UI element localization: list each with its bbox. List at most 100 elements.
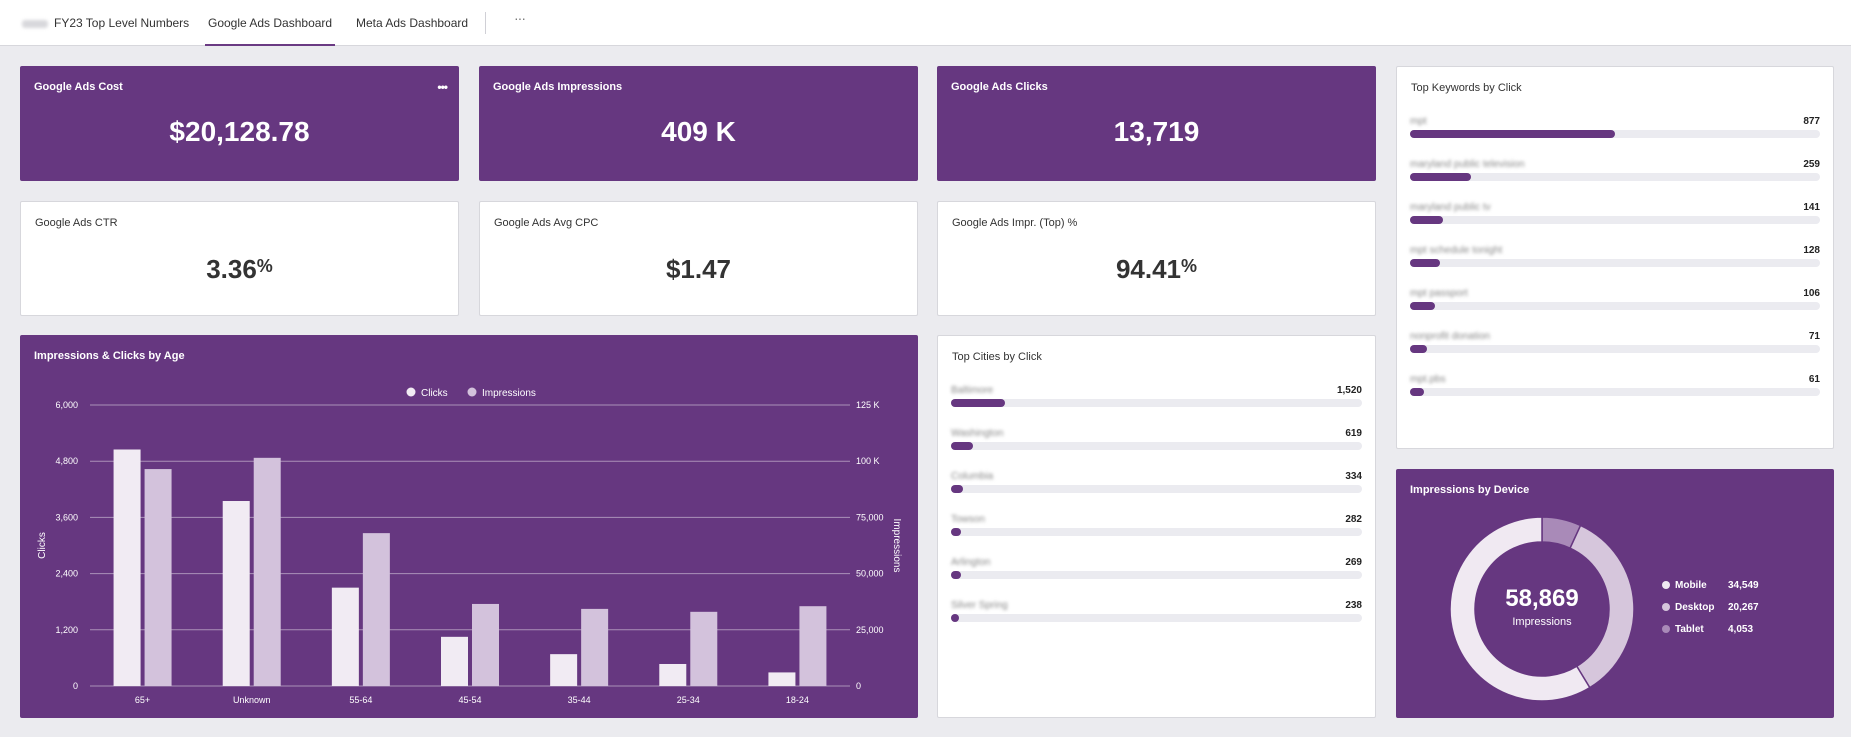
keyword-value: 141 <box>1803 202 1820 213</box>
bar-fill <box>951 528 961 536</box>
legend-label: Mobile <box>1675 580 1707 591</box>
city-label: Silver Spring <box>951 600 1008 611</box>
bar-track <box>1410 259 1820 267</box>
keyword-value: 259 <box>1803 159 1820 170</box>
device-legend-item: Mobile 34,549 <box>1662 580 1802 591</box>
x-tick-label: 18-24 <box>786 695 809 705</box>
legend-value: 20,267 <box>1728 602 1759 613</box>
tab-prefix-redacted <box>22 19 48 28</box>
bar-impressions <box>799 606 827 686</box>
kpi-value: 3.36% <box>206 254 273 284</box>
bar-fill <box>1410 302 1435 310</box>
kpi-title: Google Ads Clicks <box>951 81 1048 93</box>
tab-meta-ads-dashboard[interactable]: Meta Ads Dashboard <box>356 16 469 30</box>
donut-slice-mobile <box>1449 516 1591 702</box>
card-title: Impressions by Device <box>1410 484 1530 496</box>
y-tick-label: 3,600 <box>55 512 78 522</box>
legend-clicks-dot <box>406 387 416 397</box>
city-label: Columbia <box>951 471 994 482</box>
top-keywords-card: Top Keywords by Click mpt 877 maryland pub… <box>1396 66 1834 449</box>
bar-fill <box>951 399 1005 407</box>
legend-dot <box>1662 625 1670 633</box>
kpi-title: Google Ads Avg CPC <box>494 217 599 229</box>
kpi-card-avg-cpc: Google Ads Avg CPC $1.47 <box>479 201 918 316</box>
y2-tick-label: 50,000 <box>856 569 884 579</box>
x-tick-label: 45-54 <box>458 695 481 705</box>
y2-tick-label: 25,000 <box>856 625 884 635</box>
bar-fill <box>1410 345 1427 353</box>
keyword-row: mpt schedule tonight 128 <box>1410 245 1820 275</box>
legend-impressions-dot <box>467 387 477 397</box>
keyword-label: mpt schedule tonight <box>1410 245 1503 256</box>
bar-fill <box>951 614 960 622</box>
keyword-row: nonprofit donation 71 <box>1410 331 1820 361</box>
kpi-title: Google Ads Cost <box>34 81 123 93</box>
bar-track <box>951 485 1362 493</box>
bar-fill <box>951 571 961 579</box>
keyword-label: maryland public television <box>1410 159 1525 170</box>
keyword-value: 71 <box>1808 331 1820 342</box>
kpi-card-cost: Google Ads Cost ••• $20,128.78 <box>20 66 459 181</box>
kpi-value: 409 K <box>661 116 736 147</box>
bar-impressions <box>581 608 609 686</box>
bar-fill <box>951 442 973 450</box>
y2-tick-label: 100 K <box>856 456 880 466</box>
bar-fill <box>1410 259 1440 267</box>
keyword-label: nonprofit donation <box>1410 331 1491 342</box>
more-tabs-button[interactable]: ··· <box>514 10 526 26</box>
bar-track <box>951 442 1362 450</box>
keyword-label: mpt.pbs <box>1410 374 1446 385</box>
kpi-title: Google Ads CTR <box>35 217 118 229</box>
bar-track <box>1410 302 1820 310</box>
card-menu-icon[interactable]: ••• <box>437 80 448 94</box>
city-value: 1,520 <box>1336 385 1362 396</box>
bar-clicks <box>768 672 796 686</box>
y-tick-label: 2,400 <box>55 569 78 579</box>
y2-tick-label: 125 K <box>856 400 880 410</box>
city-label: Arlington <box>951 557 991 568</box>
keyword-value: 877 <box>1803 116 1820 127</box>
x-tick-label: 65+ <box>135 695 150 705</box>
bar-fill <box>951 485 963 493</box>
tab-google-ads-dashboard[interactable]: Google Ads Dashboard <box>205 0 336 46</box>
kpi-value: $1.47 <box>665 254 732 284</box>
kpi-card-ctr: Google Ads CTR 3.36% <box>20 201 459 316</box>
y-tick-label: 1,200 <box>55 625 78 635</box>
device-donut-chart <box>1449 516 1635 702</box>
device-card: Impressions by Device 58,869 Impressions… <box>1396 469 1834 718</box>
bar-track <box>1410 130 1820 138</box>
tab-divider <box>485 12 486 34</box>
city-label: Baltimore <box>951 385 994 396</box>
kpi-card-impressions: Google Ads Impressions 409 K <box>479 66 918 181</box>
tab-fy23-top-level-numbers[interactable]: FY23 Top Level Numbers <box>22 0 189 46</box>
kpi-card-clicks: Google Ads Clicks 13,719 <box>937 66 1376 181</box>
tab-bar: FY23 Top Level Numbers Google Ads Dashbo… <box>0 0 1851 46</box>
bar-track <box>1410 388 1820 396</box>
y2-axis-title: Impressions <box>891 519 902 573</box>
kpi-value: $20,128.78 <box>169 116 310 147</box>
donut-total-label: Impressions <box>1512 616 1572 628</box>
bar-impressions <box>472 603 499 686</box>
kpi-value: 13,719 <box>1113 116 1200 147</box>
bar-fill <box>1410 216 1444 224</box>
kpi-title: Google Ads Impr. (Top) % <box>952 217 1078 229</box>
bar-track <box>1410 216 1820 224</box>
y-tick-label: 0 <box>73 681 78 691</box>
keyword-row: maryland public television 259 <box>1410 159 1820 189</box>
city-value: 269 <box>1345 557 1362 568</box>
x-tick-label: Unknown <box>233 695 271 705</box>
keyword-value: 106 <box>1803 288 1820 299</box>
x-tick-label: 35-44 <box>568 695 591 705</box>
keyword-row: mpt 877 <box>1410 116 1820 146</box>
bar-track <box>951 399 1362 407</box>
city-label: Towson <box>951 514 985 525</box>
bar-track <box>951 571 1362 579</box>
bar-clicks <box>222 501 250 686</box>
city-label: Washington <box>951 428 1004 439</box>
x-tick-label: 25-34 <box>677 695 700 705</box>
legend-value: 34,549 <box>1728 580 1759 591</box>
x-tick-label: 55-64 <box>349 695 372 705</box>
bar-clicks <box>113 449 141 686</box>
donut-total: 58,869 <box>1505 585 1579 612</box>
legend-impressions-label: Impressions <box>482 388 536 399</box>
